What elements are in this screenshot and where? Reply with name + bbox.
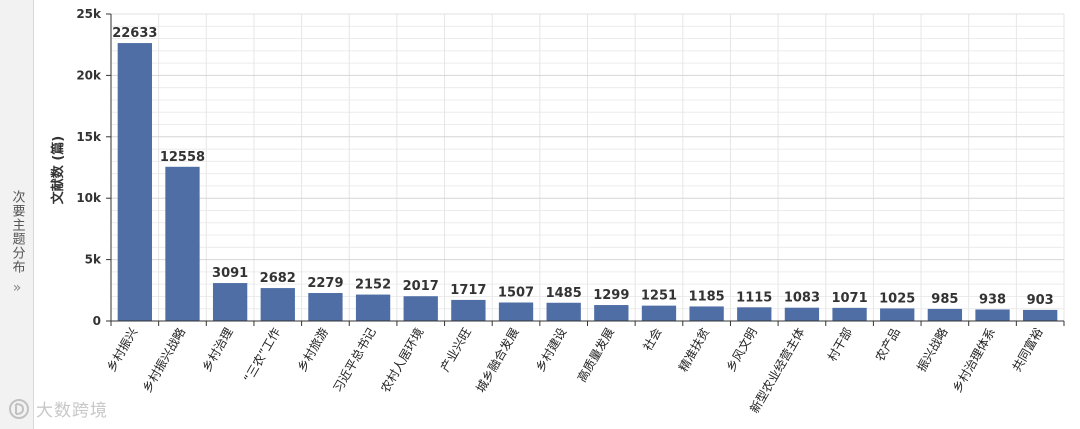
bar[interactable] <box>1023 309 1058 321</box>
bar[interactable] <box>927 308 963 321</box>
bar-value-label: 1185 <box>689 289 725 304</box>
y-tick-label: 10k <box>76 191 102 205</box>
bar-value-label: 1083 <box>784 291 820 306</box>
double-chevron-right-icon: » <box>12 280 22 296</box>
bar[interactable] <box>975 309 1010 321</box>
x-category-label: 高质量发展 <box>574 325 617 384</box>
y-tick-label: 5k <box>85 253 102 267</box>
x-category-label: “三农”工作 <box>241 326 283 385</box>
d-logo-icon <box>9 398 29 419</box>
y-axis-ticks: 0 5k 10k 15k 20k 25k <box>76 7 111 328</box>
bar-value-label: 3091 <box>212 266 248 281</box>
x-category-label: 习近平总书记 <box>331 326 379 395</box>
x-category-label: 乡村振兴战略 <box>139 325 188 395</box>
x-category-label: 城乡融合发展 <box>473 325 522 395</box>
bar[interactable] <box>403 296 438 321</box>
x-category-label: 村干部 <box>824 325 855 364</box>
side-panel-label: 次要主题分布 <box>9 190 25 274</box>
secondary-topic-toggle[interactable]: 次要主题分布 » <box>4 190 30 296</box>
bar[interactable] <box>260 288 295 321</box>
bar[interactable] <box>498 302 534 321</box>
y-tick-label: 15k <box>76 130 102 144</box>
x-axis-ticks: 乡村振兴 乡村振兴战略 乡村治理 “三农”工作 乡村旅游 习近平总书记 农村人居环境 产业兴旺… <box>104 321 1065 416</box>
bar-value-label: 1071 <box>831 291 867 306</box>
x-category-label: 农村人居环境 <box>377 325 426 395</box>
bar[interactable] <box>737 307 772 321</box>
bar[interactable] <box>165 166 200 321</box>
x-category-label: 振兴战略 <box>913 325 950 374</box>
x-category-label: 乡风文明 <box>723 325 760 374</box>
bar[interactable] <box>594 305 629 321</box>
major-gridlines <box>111 13 1064 261</box>
bar[interactable] <box>308 293 343 321</box>
bar-value-label: 1485 <box>546 286 582 301</box>
bar-value-label: 903 <box>1027 293 1054 308</box>
bar-value-label: 12558 <box>160 150 205 165</box>
bar-value-label: 1299 <box>593 288 629 303</box>
y-tick-label: 0 <box>93 314 101 328</box>
bar[interactable] <box>451 299 486 321</box>
bar-value-label: 2017 <box>403 279 439 294</box>
bar[interactable] <box>832 307 867 321</box>
x-category-label: 乡村治理 <box>200 326 236 375</box>
bar-value-label: 1251 <box>641 289 677 304</box>
x-category-label: 乡村建设 <box>533 326 569 375</box>
watermark-text: 大数跨境 <box>36 401 108 421</box>
y-tick-label: 20k <box>76 68 102 82</box>
bar-value-label: 985 <box>931 292 958 307</box>
bars: 22633 12558 3091 2682 2279 2152 2017 1717 1507 14… <box>112 26 1058 321</box>
bar[interactable] <box>117 43 152 321</box>
bar-value-label: 1717 <box>450 283 486 298</box>
bar-value-label: 1115 <box>736 290 772 305</box>
bar[interactable] <box>880 308 915 321</box>
x-category-label: 社会 <box>640 325 665 353</box>
bar[interactable] <box>355 294 391 321</box>
bar-value-label: 938 <box>979 292 1006 307</box>
bar-value-label: 22633 <box>112 26 157 41</box>
y-axis-label: 文献数 (篇) <box>50 136 66 204</box>
x-category-label: 乡村振兴 <box>104 326 140 375</box>
side-panel: 次要主题分布 » <box>0 0 34 429</box>
bar[interactable] <box>689 306 724 321</box>
x-category-label: 农产品 <box>873 326 903 364</box>
bar-value-label: 1507 <box>498 285 534 300</box>
x-category-label: 乡村旅游 <box>295 326 331 375</box>
bar[interactable] <box>212 283 248 321</box>
x-category-label: 精准扶贫 <box>675 325 712 374</box>
y-tick-label: 25k <box>76 7 102 21</box>
bar[interactable] <box>784 307 820 321</box>
bar-value-label: 2152 <box>355 278 391 293</box>
bar-value-label: 2682 <box>260 271 296 286</box>
x-category-label: 共同富裕 <box>1009 325 1046 374</box>
bar[interactable] <box>546 302 581 321</box>
x-category-label: 乡村治理体系 <box>950 326 998 395</box>
watermark: 大数跨境 <box>8 396 108 421</box>
bar[interactable] <box>641 305 677 321</box>
minor-gridlines <box>111 14 1065 321</box>
x-category-label: 产业兴旺 <box>438 326 474 375</box>
bar-value-label: 1025 <box>879 291 915 306</box>
bar-value-label: 2279 <box>307 276 343 291</box>
